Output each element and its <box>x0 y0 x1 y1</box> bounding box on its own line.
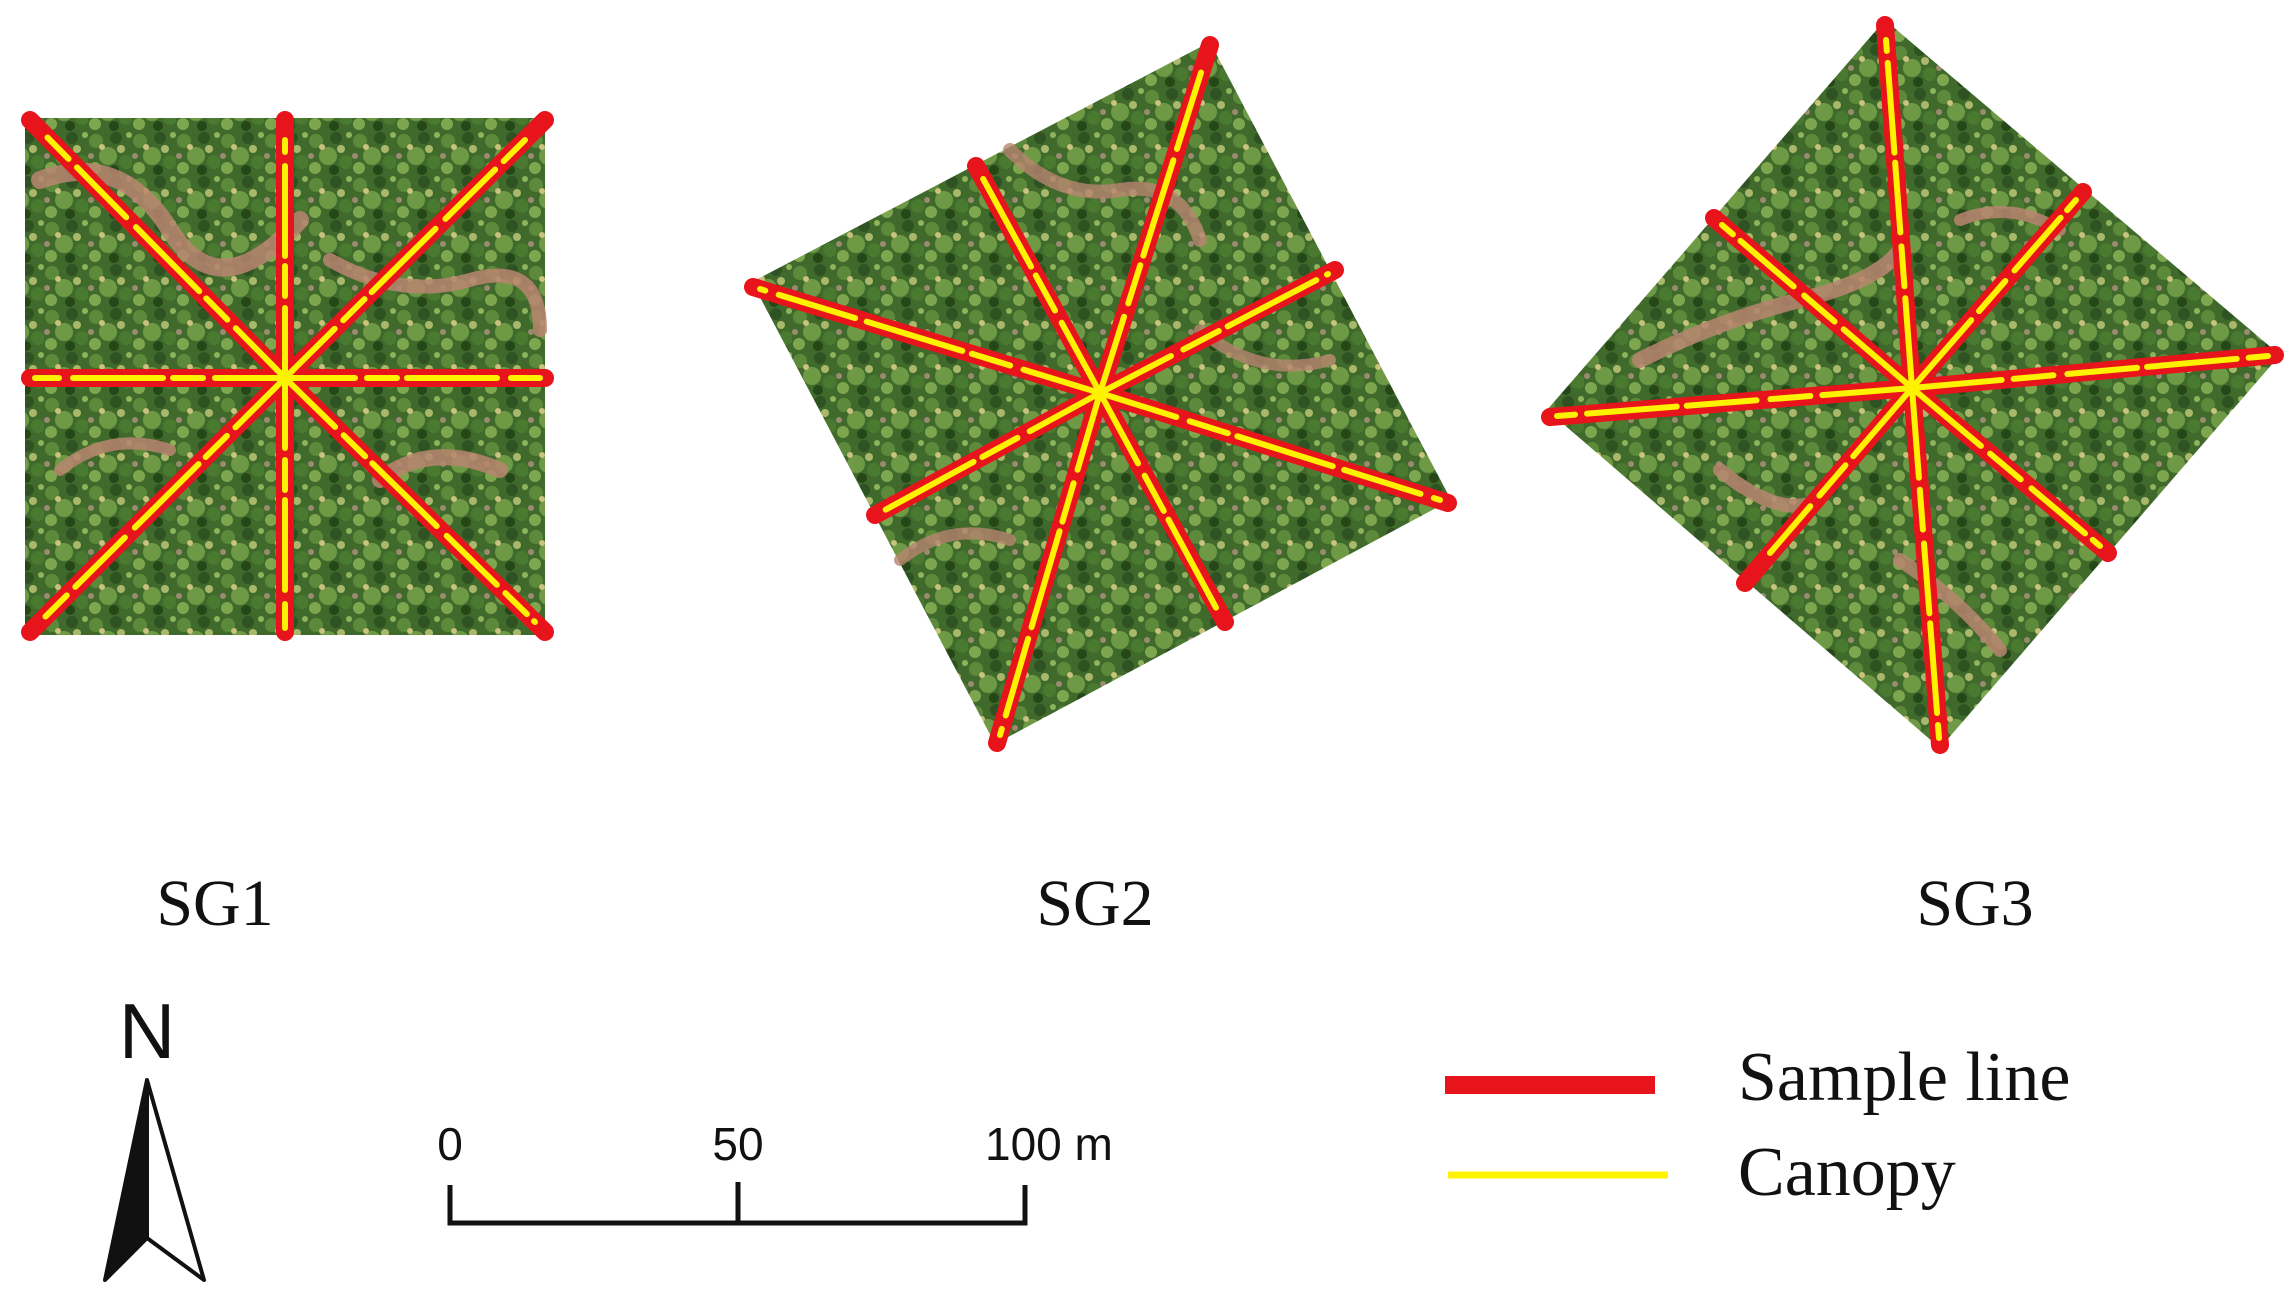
plot-label-sg3: SG3 <box>1916 867 2033 940</box>
scale-tick-50: 50 <box>712 1118 763 1170</box>
legend-label-sample-line: Sample line <box>1738 1039 2070 1116</box>
scale-tick-0: 0 <box>437 1118 463 1170</box>
plot-label-sg1: SG1 <box>156 867 273 940</box>
legend-label-canopy: Canopy <box>1738 1134 1956 1211</box>
plot-sg3 <box>1541 16 2284 754</box>
scale-bar-line <box>447 1182 1028 1226</box>
scale-tick-100: 100 m <box>985 1118 1113 1170</box>
plot-sg3-transects <box>1541 16 2284 754</box>
plot-sg1-transects <box>21 111 554 641</box>
north-label: N <box>119 987 175 1075</box>
plot-sg1 <box>21 111 554 641</box>
plot-label-sg2: SG2 <box>1036 867 1153 940</box>
plot-sg2-transects <box>744 36 1457 752</box>
north-arrow: N <box>103 987 206 1282</box>
plot-sg2 <box>744 36 1457 752</box>
scale-bar: 0 50 100 m <box>437 1118 1113 1226</box>
legend: Sample line Canopy <box>1445 1039 2070 1211</box>
